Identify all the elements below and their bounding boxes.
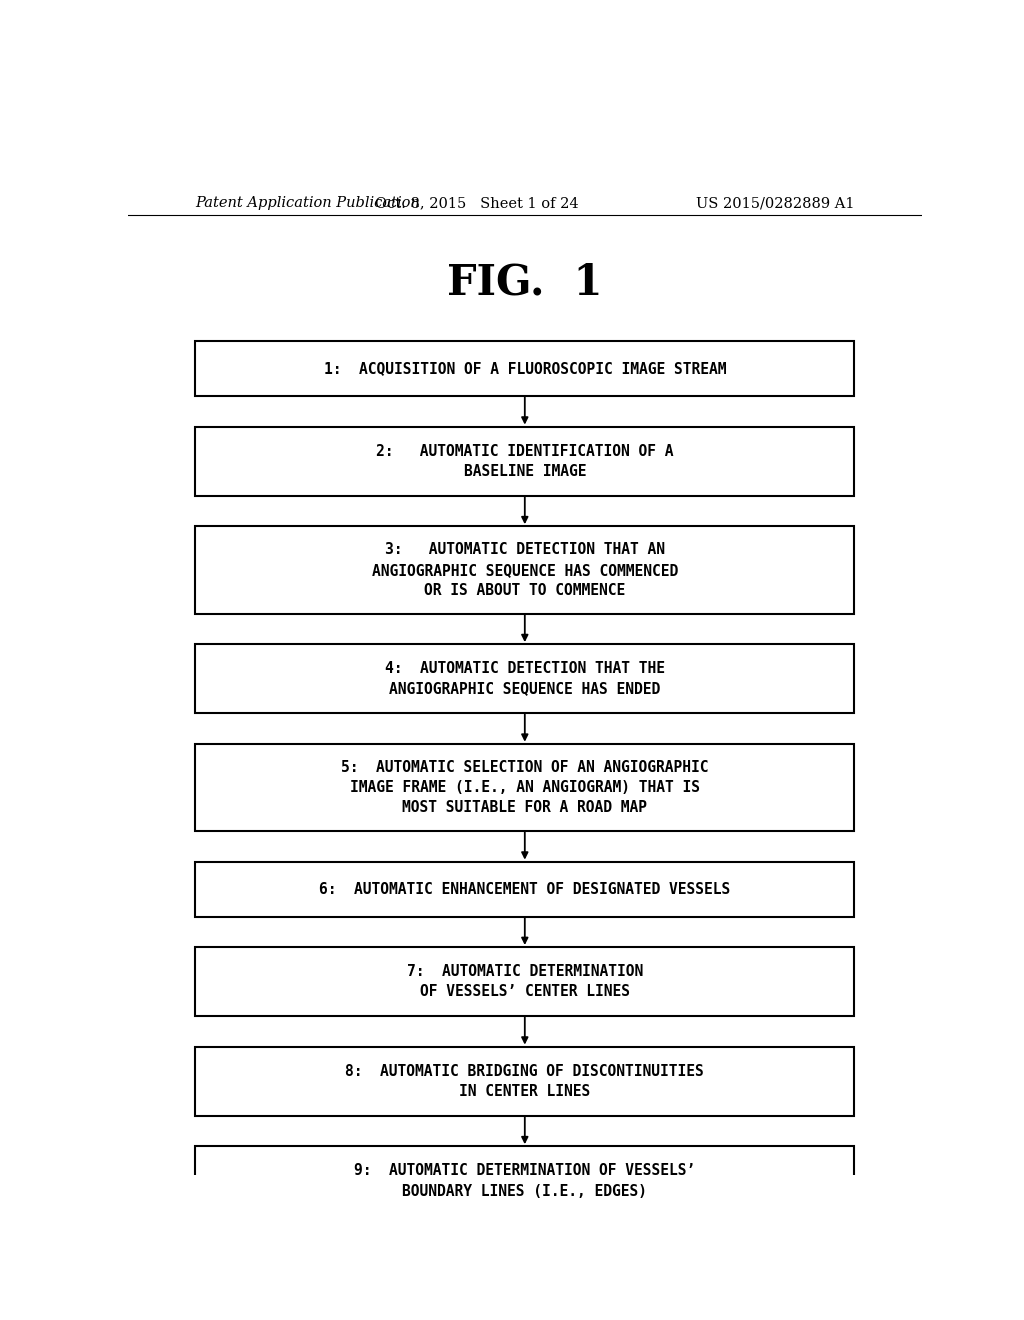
Text: OR IS ABOUT TO COMMENCE: OR IS ABOUT TO COMMENCE <box>424 583 626 598</box>
Text: MOST SUITABLE FOR A ROAD MAP: MOST SUITABLE FOR A ROAD MAP <box>402 800 647 816</box>
Bar <box>196 862 854 916</box>
Text: 3:   AUTOMATIC DETECTION THAT AN: 3: AUTOMATIC DETECTION THAT AN <box>385 543 665 557</box>
Text: 4:  AUTOMATIC DETECTION THAT THE: 4: AUTOMATIC DETECTION THAT THE <box>385 661 665 676</box>
Text: BASELINE IMAGE: BASELINE IMAGE <box>464 463 586 479</box>
Text: BOUNDARY LINES (I.E., EDGES): BOUNDARY LINES (I.E., EDGES) <box>402 1184 647 1199</box>
Text: 8:  AUTOMATIC BRIDGING OF DISCONTINUITIES: 8: AUTOMATIC BRIDGING OF DISCONTINUITIES <box>345 1064 705 1078</box>
Text: 2:   AUTOMATIC IDENTIFICATION OF A: 2: AUTOMATIC IDENTIFICATION OF A <box>376 444 674 458</box>
Bar <box>196 644 854 713</box>
Text: ANGIOGRAPHIC SEQUENCE HAS COMMENCED: ANGIOGRAPHIC SEQUENCE HAS COMMENCED <box>372 562 678 578</box>
Bar <box>196 948 854 1016</box>
Text: 9:  AUTOMATIC DETERMINATION OF VESSELS’: 9: AUTOMATIC DETERMINATION OF VESSELS’ <box>354 1163 695 1179</box>
Text: ANGIOGRAPHIC SEQUENCE HAS ENDED: ANGIOGRAPHIC SEQUENCE HAS ENDED <box>389 681 660 697</box>
Bar <box>196 1047 854 1115</box>
Text: Patent Application Publication: Patent Application Publication <box>196 197 420 210</box>
Bar <box>196 1146 854 1216</box>
Bar <box>196 744 854 832</box>
Text: IN CENTER LINES: IN CENTER LINES <box>459 1084 591 1100</box>
Text: 1:  ACQUISITION OF A FLUOROSCOPIC IMAGE STREAM: 1: ACQUISITION OF A FLUOROSCOPIC IMAGE S… <box>324 362 726 376</box>
Text: 7:  AUTOMATIC DETERMINATION: 7: AUTOMATIC DETERMINATION <box>407 964 643 979</box>
Text: 5:  AUTOMATIC SELECTION OF AN ANGIOGRAPHIC: 5: AUTOMATIC SELECTION OF AN ANGIOGRAPHI… <box>341 760 709 775</box>
Text: OF VESSELS’ CENTER LINES: OF VESSELS’ CENTER LINES <box>420 985 630 999</box>
Text: IMAGE FRAME (I.E., AN ANGIOGRAM) THAT IS: IMAGE FRAME (I.E., AN ANGIOGRAM) THAT IS <box>350 780 699 795</box>
Bar <box>196 527 854 614</box>
Bar <box>196 426 854 496</box>
Text: Oct. 8, 2015   Sheet 1 of 24: Oct. 8, 2015 Sheet 1 of 24 <box>376 197 579 210</box>
Text: FIG.  1: FIG. 1 <box>447 261 602 304</box>
Text: US 2015/0282889 A1: US 2015/0282889 A1 <box>695 197 854 210</box>
Bar <box>196 342 854 396</box>
Text: 6:  AUTOMATIC ENHANCEMENT OF DESIGNATED VESSELS: 6: AUTOMATIC ENHANCEMENT OF DESIGNATED V… <box>319 882 730 896</box>
